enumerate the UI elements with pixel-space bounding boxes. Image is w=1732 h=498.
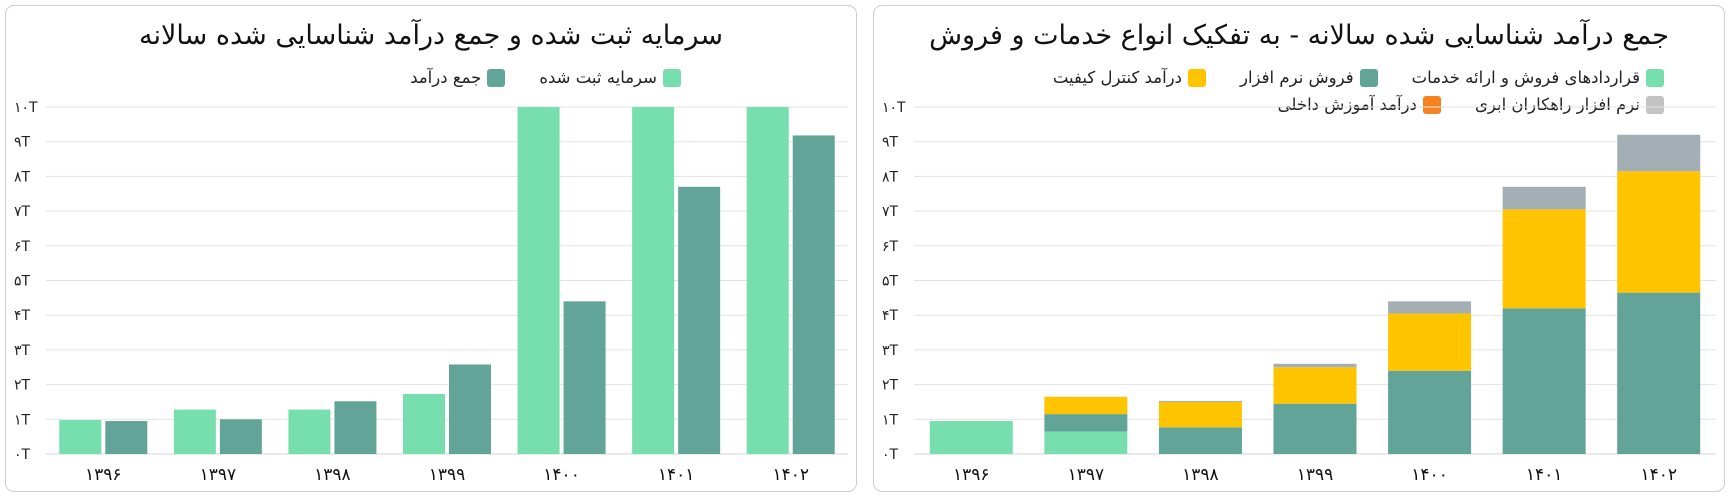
legend-label: جمع درآمد	[410, 68, 482, 87]
chart-legend: سرمایه ثبت شده جمع درآمد	[21, 68, 681, 87]
y-tick-label: ۹T	[14, 135, 31, 151]
bar-segment	[1502, 186, 1586, 210]
y-tick-label: ۲T	[882, 378, 899, 394]
y-tick-label: ۵T	[14, 274, 31, 290]
y-tick-label: ۳T	[14, 343, 31, 359]
x-tick-label: ۱۴۰۰	[543, 465, 580, 485]
legend-swatch	[663, 68, 681, 87]
legend-item-software-sales[interactable]: فروش نرم افزار	[1240, 68, 1378, 87]
x-tick-label: ۱۳۹۹	[429, 465, 466, 485]
bar-segment	[1617, 171, 1701, 293]
bar-segment	[1158, 400, 1242, 402]
x-tick-label: ۱۴۰۱	[1526, 465, 1563, 485]
bar	[219, 419, 262, 454]
bar	[632, 107, 675, 454]
legend-item-contracts[interactable]: قراردادهای فروش و ارائه خدمات	[1412, 68, 1664, 87]
bar-segment	[1044, 396, 1128, 415]
legend-label: درآمد آموزش داخلی	[1277, 95, 1417, 114]
bar-segment	[1502, 308, 1586, 454]
legend-item-total-revenue[interactable]: جمع درآمد	[410, 68, 506, 87]
y-tick-label: ۹T	[882, 135, 899, 151]
bar-segment	[1388, 313, 1472, 371]
y-tick-label: ۱T	[14, 412, 31, 428]
y-tick-label: ۴T	[14, 308, 31, 324]
bar	[334, 401, 377, 454]
legend-swatch	[1188, 68, 1206, 87]
x-tick-label: ۱۳۹۷	[1068, 465, 1105, 485]
bar-segment	[1617, 134, 1701, 172]
bar	[288, 409, 331, 454]
y-tick-label: ۵T	[882, 274, 899, 290]
y-tick-label: ۱T	[882, 412, 899, 428]
legend-swatch	[1359, 68, 1378, 87]
y-tick-label: ۶T	[14, 239, 31, 255]
legend-item-quality-control[interactable]: درآمد کنترل کیفیت	[1053, 68, 1206, 87]
bar	[59, 419, 102, 454]
y-tick-label: ۷T	[882, 204, 899, 220]
y-tick-label: ۶T	[882, 239, 899, 255]
y-tick-label: ۲T	[14, 378, 31, 394]
legend-swatch	[487, 68, 506, 87]
legend-swatch	[1422, 95, 1441, 114]
x-tick-label: ۱۳۹۸	[314, 465, 351, 485]
legend-label: درآمد کنترل کیفیت	[1052, 68, 1182, 87]
bar-segment	[1158, 401, 1242, 428]
bar-segment	[1273, 367, 1357, 404]
y-tick-label: ۰T	[882, 447, 899, 463]
legend-label: فروش نرم افزار	[1240, 68, 1354, 87]
chart-plot-area: ۰T ۱T ۲T ۳T ۴T ۵T ۶T ۷T ۸T ۹T ۱۰T ۱۳۹۶ ۱۳۹۷ ۱۳۹۸ ۱۳۹۹ ۱…	[882, 100, 1716, 485]
x-tick-label: ۱۳۹۶	[85, 465, 122, 485]
bar-segment	[1388, 370, 1472, 454]
chart-title: جمع درآمد شناسایی شده سالانه - به تفکیک …	[929, 20, 1669, 51]
bar	[792, 135, 835, 455]
bar	[105, 421, 148, 454]
bar	[403, 393, 445, 454]
bar-segment	[1273, 403, 1357, 454]
bar-segment	[1044, 431, 1128, 454]
bar-segment	[1273, 363, 1357, 368]
x-tick-label: ۱۳۹۹	[1297, 465, 1334, 485]
revenue-breakdown-chart-card: جمع درآمد شناسایی شده سالانه - به تفکیک …	[873, 5, 1725, 492]
legend-label: سرمایه ثبت شده	[539, 68, 657, 87]
y-tick-label: ۳T	[882, 343, 899, 359]
legend-item-registered-capital[interactable]: سرمایه ثبت شده	[539, 68, 681, 87]
y-tick-label: ۱۰T	[882, 100, 906, 116]
x-tick-label: ۱۳۹۶	[953, 465, 990, 485]
chart-legend: قراردادهای فروش و ارائه خدمات فروش نرم ا…	[1004, 68, 1664, 114]
y-tick-label: ۷T	[14, 204, 31, 220]
bar	[173, 409, 216, 454]
legend-item-internal-training[interactable]: درآمد آموزش داخلی	[1278, 95, 1441, 114]
chart-title: سرمایه ثبت شده و جمع درآمد شناسایی شده س…	[139, 20, 723, 51]
bar	[746, 107, 789, 454]
legend-item-cloud-software[interactable]: نرم افزار راهکاران ابری	[1475, 95, 1664, 114]
x-tick-label: ۱۴۰۲	[1640, 465, 1677, 485]
bar-segment	[1044, 414, 1128, 432]
revenue-capital-chart-card: سرمایه ثبت شده و جمع درآمد شناسایی شده س…	[5, 5, 857, 492]
legend-swatch	[1646, 68, 1664, 87]
legend-swatch	[1646, 95, 1664, 114]
bar-segment	[1388, 301, 1472, 314]
x-tick-label: ۱۴۰۲	[772, 465, 809, 485]
legend-label: قراردادهای فروش و ارائه خدمات	[1411, 68, 1640, 87]
y-tick-label: ۸T	[882, 169, 899, 185]
chart-plot-area: ۰T ۱T ۲T ۳T ۴T ۵T ۶T ۷T ۸T ۹T ۱۰T ۱۳۹۶ ۱۳۹۷ ۱۳۹۸ ۱۳۹۹ ۱…	[14, 100, 848, 485]
y-tick-label: ۰T	[14, 447, 31, 463]
y-tick-label: ۴T	[882, 308, 899, 324]
bar	[678, 186, 721, 454]
bar-segment	[1617, 292, 1701, 454]
bar-segment	[929, 421, 1013, 454]
bar	[449, 364, 491, 454]
y-tick-label: ۸T	[14, 169, 31, 185]
x-tick-label: ۱۳۹۸	[1182, 465, 1219, 485]
x-tick-label: ۱۴۰۱	[658, 465, 695, 485]
bar	[563, 301, 606, 454]
x-tick-label: ۱۳۹۷	[200, 465, 237, 485]
bar-segment	[1502, 209, 1586, 309]
bar	[517, 107, 560, 454]
bar-segment	[1158, 427, 1242, 454]
legend-label: نرم افزار راهکاران ابری	[1474, 95, 1640, 114]
x-tick-label: ۱۴۰۰	[1411, 465, 1448, 485]
y-tick-label: ۱۰T	[14, 100, 38, 116]
